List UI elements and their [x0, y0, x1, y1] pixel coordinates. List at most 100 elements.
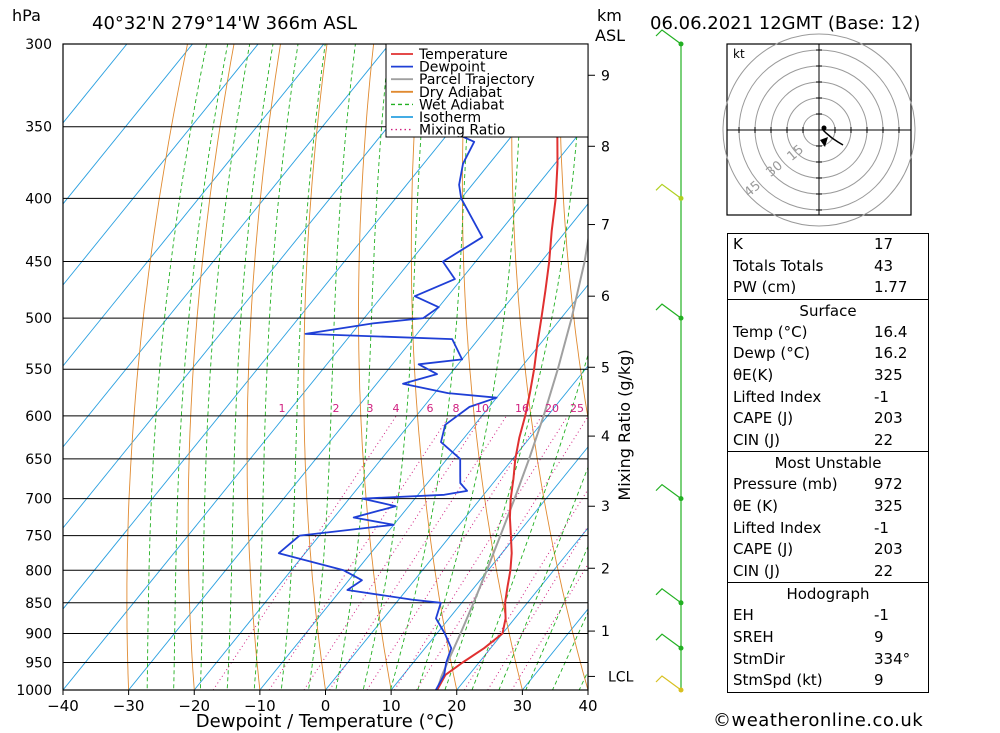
x-tick-label: 10	[382, 697, 401, 715]
mu-li-row: Lifted Index -1	[733, 518, 889, 537]
wet-adiabat-line	[444, 44, 584, 690]
surface-theta-row: θE(K) 325	[733, 365, 903, 384]
isotherm-line	[259, 284, 588, 690]
pressure-tick-label: 800	[25, 563, 52, 579]
wind-barb	[655, 633, 682, 649]
legend-entry: Isotherm	[419, 110, 481, 126]
pressure-tick-label: 450	[25, 255, 52, 271]
mu-pressure-row: Pressure (mb) 972	[733, 475, 903, 494]
isotherm-line	[63, 44, 390, 448]
mixing-ratio-label: 6	[427, 402, 434, 415]
pressure-unit: hPa	[12, 6, 41, 25]
eh-row: EH -1	[733, 606, 889, 625]
k-row: K 17	[733, 235, 894, 253]
hodograph-trace	[821, 128, 844, 146]
mixing-ratio-line	[303, 415, 483, 690]
pressure-tick-label: 350	[25, 120, 52, 136]
wet-adiabat-line	[173, 44, 229, 690]
wind-barb	[655, 675, 682, 691]
mixing-ratio-axis-label: Mixing Ratio (g/kg)	[615, 349, 634, 500]
wind-barb	[655, 29, 682, 45]
dry-adiabat-line	[511, 44, 588, 690]
dewpoint-line	[277, 44, 498, 690]
legend-entry: Dry Adiabat	[419, 85, 502, 101]
hodograph-ring	[722, 33, 916, 227]
dry-adiabat-line	[126, 44, 188, 690]
isotherm-line	[63, 44, 128, 124]
mixing-ratio-label: 25	[570, 402, 584, 415]
mixing-ratio-line	[268, 415, 450, 690]
height-tick-label: 1	[601, 624, 610, 640]
storm-motion-marker	[820, 137, 828, 147]
credit-link[interactable]: ©weatheronline.co.uk	[713, 710, 924, 731]
mixing-ratio-line	[394, 415, 569, 690]
hodograph-title: Hodograph	[728, 582, 928, 605]
mixing-ratio-line	[487, 525, 588, 690]
height-tick-label: LCL	[608, 669, 634, 685]
height-unit-asl: ASL	[595, 26, 625, 45]
height-tick-label: 7	[601, 218, 610, 234]
pw-row: PW (cm) 1.77	[733, 278, 908, 297]
mixing-ratio-label: 2	[333, 402, 340, 415]
pressure-tick-label: 600	[25, 409, 52, 425]
pressure-tick-label: 750	[25, 529, 52, 545]
height-tick-label: 8	[601, 139, 610, 155]
wet-adiabat-line	[417, 44, 525, 690]
legend-entry: Temperature	[418, 47, 508, 63]
surface-dewp-row: Dewp (°C) 16.2	[733, 344, 908, 363]
dry-adiabat-line	[187, 44, 235, 690]
parcel-trajectory-line	[436, 235, 588, 690]
stmdir-row: StmDir 334°	[733, 649, 911, 668]
height-tick-label: 9	[601, 68, 610, 84]
isotherm-line	[63, 44, 259, 286]
most-unstable-title: Most Unstable	[728, 451, 928, 474]
height-tick-label: 3	[601, 499, 610, 515]
wet-adiabat-line	[199, 44, 251, 690]
sreh-row: SREH 9	[733, 627, 884, 646]
pressure-tick-label: 950	[25, 655, 52, 671]
mixing-ratio-label: 16	[515, 402, 529, 415]
surface-title: Surface	[728, 298, 928, 322]
wind-barb	[655, 483, 682, 500]
mixing-ratio-label: 8	[453, 402, 460, 415]
height-tick-label: 4	[601, 429, 610, 445]
isotherm-line	[390, 446, 588, 690]
mixing-ratio-line	[212, 415, 397, 690]
wet-adiabat-line	[280, 44, 326, 690]
x-tick-label: 40	[578, 697, 597, 715]
wet-adiabat-line	[390, 44, 473, 690]
dry-adiabat-line	[246, 44, 281, 690]
mixing-ratio-label: 20	[545, 402, 559, 415]
pressure-tick-label: 550	[25, 362, 52, 378]
dry-adiabat-line	[461, 44, 523, 690]
legend-entry: Dewpoint	[419, 60, 486, 76]
wet-adiabat-line	[335, 44, 390, 690]
x-tick-label: −30	[113, 697, 145, 715]
totals-row: Totals Totals 43	[733, 256, 894, 275]
dry-adiabat-line	[971, 7, 1000, 716]
mixing-ratio-label: 1	[279, 402, 286, 415]
hodograph-unit: kt	[733, 47, 745, 61]
height-tick-label: 2	[601, 561, 610, 577]
pressure-tick-label: 900	[25, 626, 52, 642]
wet-adiabat-line	[146, 44, 208, 690]
wind-barb	[655, 588, 682, 604]
wet-adiabat-line	[226, 44, 274, 690]
wet-adiabat-line	[362, 44, 429, 690]
mixing-ratio-label: 4	[393, 402, 400, 415]
hodograph-start-point	[821, 125, 827, 131]
temperature-line	[436, 44, 568, 690]
x-tick-label: 0	[321, 697, 331, 715]
datetime-title: 06.06.2021 12GMT (Base: 12)	[650, 13, 920, 34]
surface-temp-row: Temp (°C) 16.4	[733, 322, 908, 341]
isotherm-line	[456, 527, 588, 690]
mixing-ratio-label: 3	[367, 402, 374, 415]
pressure-tick-label: 500	[25, 311, 52, 327]
dry-adiabat-line	[559, 44, 588, 421]
pressure-tick-label: 300	[25, 37, 52, 53]
height-tick-label: 6	[601, 289, 610, 305]
pressure-tick-label: 400	[25, 191, 52, 207]
